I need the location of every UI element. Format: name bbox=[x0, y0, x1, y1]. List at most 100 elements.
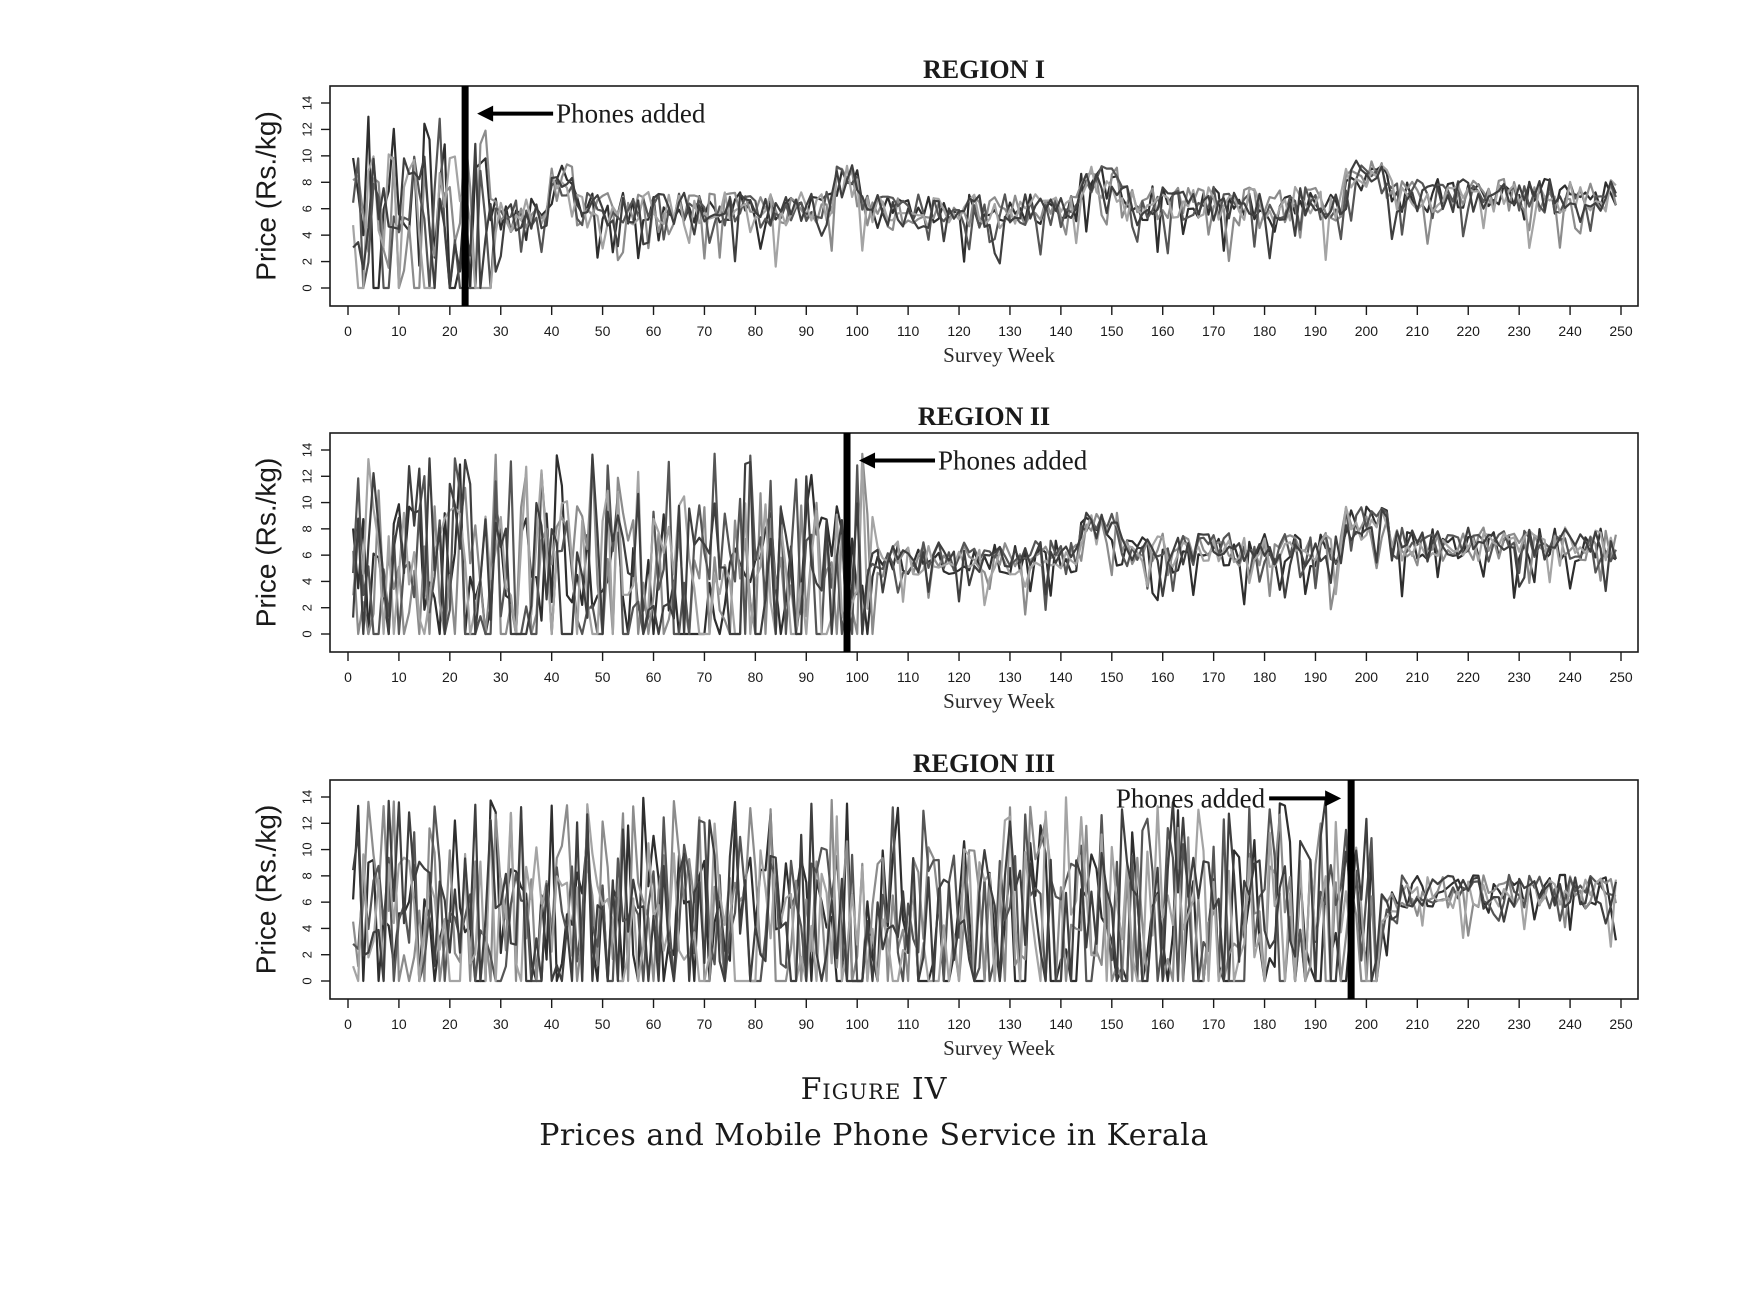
x-tick-label: 60 bbox=[646, 669, 662, 685]
x-tick-label: 100 bbox=[846, 323, 870, 339]
x-tick-label: 120 bbox=[947, 323, 971, 339]
x-tick-label: 160 bbox=[1151, 669, 1175, 685]
x-tick-label: 240 bbox=[1558, 669, 1582, 685]
x-tick-label: 70 bbox=[697, 1016, 713, 1032]
x-tick-label: 240 bbox=[1558, 323, 1582, 339]
y-axis-label: Price (Rs./kg) bbox=[251, 458, 282, 628]
figure-charts: REGION I0 10 20 30 40 50 60 70 80 90 100 110 120 130 1… bbox=[251, 55, 1639, 1060]
y-tick-label: 14 bbox=[300, 443, 315, 457]
x-tick-label: 50 bbox=[595, 669, 611, 685]
x-tick-label: 70 bbox=[697, 323, 713, 339]
figure-label-prefix: Figure bbox=[800, 1072, 902, 1107]
y-tick-label: 14 bbox=[300, 790, 315, 804]
y-tick-label: 12 bbox=[300, 469, 315, 483]
chart-title: REGION III bbox=[913, 749, 1055, 778]
chart-title: REGION II bbox=[918, 402, 1050, 431]
x-tick-label: 60 bbox=[646, 323, 662, 339]
annotation-arrow-head bbox=[477, 105, 494, 122]
x-axis-label: Survey Week bbox=[943, 1036, 1055, 1060]
figure-subtitle: Prices and Mobile Phone Service in Keral… bbox=[539, 1118, 1209, 1153]
x-tick-label: 0 bbox=[344, 323, 352, 339]
x-tick-label: 90 bbox=[798, 323, 814, 339]
plot-frame bbox=[329, 432, 1639, 653]
annotation-arrow-head bbox=[859, 452, 876, 469]
x-tick-label: 210 bbox=[1406, 323, 1430, 339]
x-tick-label: 220 bbox=[1457, 669, 1481, 685]
x-tick-label: 10 bbox=[391, 1016, 407, 1032]
x-tick-label: 190 bbox=[1304, 1016, 1328, 1032]
x-tick-label: 70 bbox=[697, 669, 713, 685]
x-tick-label: 180 bbox=[1253, 323, 1277, 339]
y-tick-label: 10 bbox=[300, 842, 315, 856]
price-series-line bbox=[352, 453, 1617, 636]
x-tick-label: 140 bbox=[1049, 669, 1073, 685]
y-tick-label: 0 bbox=[300, 977, 315, 984]
price-series-line bbox=[352, 797, 1617, 983]
x-tick-label: 160 bbox=[1151, 1016, 1175, 1032]
x-tick-label: 30 bbox=[493, 669, 509, 685]
phones-added-annotation: Phones added bbox=[1116, 783, 1342, 813]
x-tick-label: 40 bbox=[544, 669, 560, 685]
x-tick-label: 200 bbox=[1355, 669, 1379, 685]
x-tick-label: 40 bbox=[544, 323, 560, 339]
y-tick-label: 4 bbox=[300, 232, 315, 239]
x-tick-label: 190 bbox=[1304, 669, 1328, 685]
x-tick-label: 20 bbox=[442, 1016, 458, 1032]
chart-title: REGION I bbox=[923, 55, 1045, 84]
x-tick-label: 130 bbox=[998, 1016, 1022, 1032]
plot-frame bbox=[329, 85, 1639, 307]
y-tick-label: 6 bbox=[300, 552, 315, 559]
x-tick-label: 220 bbox=[1457, 1016, 1481, 1032]
x-tick-label: 110 bbox=[897, 669, 920, 685]
y-tick-label: 8 bbox=[300, 179, 315, 186]
annotation-text: Phones added bbox=[1116, 783, 1266, 813]
x-tick-label: 0 bbox=[344, 669, 352, 685]
x-tick-label: 80 bbox=[748, 669, 764, 685]
x-tick-label: 150 bbox=[1100, 323, 1124, 339]
annotation-text: Phones added bbox=[938, 446, 1088, 476]
x-tick-label: 250 bbox=[1609, 669, 1633, 685]
x-tick-label: 220 bbox=[1457, 323, 1481, 339]
x-tick-label: 40 bbox=[544, 1016, 560, 1032]
price-series-line bbox=[352, 452, 1617, 636]
x-tick-label: 170 bbox=[1202, 669, 1226, 685]
x-tick-label: 140 bbox=[1049, 323, 1073, 339]
y-tick-label: 0 bbox=[300, 630, 315, 637]
x-tick-label: 30 bbox=[493, 1016, 509, 1032]
annotation-text: Phones added bbox=[556, 99, 706, 129]
region-chart-1: REGION I0 10 20 30 40 50 60 70 80 90 100 110 120 130 1… bbox=[251, 55, 1639, 367]
plot-frame bbox=[329, 779, 1639, 1000]
y-axis-label: Price (Rs./kg) bbox=[251, 111, 282, 281]
price-series-line bbox=[352, 796, 1617, 983]
x-tick-label: 90 bbox=[798, 669, 814, 685]
x-tick-label: 60 bbox=[646, 1016, 662, 1032]
y-tick-label: 4 bbox=[300, 925, 315, 932]
y-tick-label: 2 bbox=[300, 604, 315, 611]
x-tick-label: 100 bbox=[846, 1016, 870, 1032]
x-tick-label: 120 bbox=[947, 669, 971, 685]
x-tick-label: 150 bbox=[1100, 669, 1124, 685]
y-tick-label: 14 bbox=[300, 96, 315, 110]
x-tick-label: 50 bbox=[595, 1016, 611, 1032]
price-series-line bbox=[352, 117, 1617, 290]
price-series-line bbox=[352, 142, 1617, 290]
y-tick-label: 8 bbox=[300, 525, 315, 532]
x-tick-label: 200 bbox=[1355, 323, 1379, 339]
x-tick-label: 80 bbox=[748, 1016, 764, 1032]
x-tick-label: 100 bbox=[846, 669, 870, 685]
x-tick-label: 110 bbox=[897, 323, 920, 339]
y-tick-label: 4 bbox=[300, 578, 315, 585]
x-tick-label: 250 bbox=[1609, 323, 1633, 339]
x-tick-label: 0 bbox=[344, 1016, 352, 1032]
x-tick-label: 210 bbox=[1406, 1016, 1430, 1032]
price-series-line bbox=[352, 452, 1617, 636]
x-tick-label: 170 bbox=[1202, 323, 1226, 339]
x-tick-label: 80 bbox=[748, 323, 764, 339]
y-tick-label: 0 bbox=[300, 284, 315, 291]
x-tick-label: 20 bbox=[442, 669, 458, 685]
x-tick-label: 10 bbox=[391, 669, 407, 685]
x-tick-label: 230 bbox=[1507, 669, 1531, 685]
x-axis-label: Survey Week bbox=[943, 689, 1055, 713]
x-tick-label: 130 bbox=[998, 323, 1022, 339]
